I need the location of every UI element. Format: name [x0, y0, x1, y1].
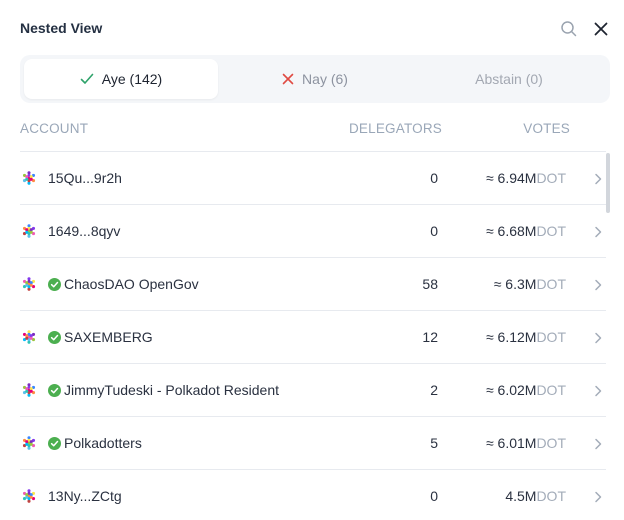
column-header-votes: VOTES [523, 121, 570, 136]
tab-aye-label: Aye (142) [101, 71, 163, 87]
votes-unit: DOT [536, 223, 566, 239]
votes-amount: ≈ 6.12MDOT [486, 329, 566, 345]
account-name: ChaosDAO OpenGov [64, 276, 199, 292]
tab-abstain[interactable]: Abstain (0) [412, 59, 606, 99]
votes-amount: ≈ 6.68MDOT [486, 223, 566, 239]
votes-value: ≈ 6.94M [485, 170, 537, 186]
chevron-right-icon[interactable] [594, 490, 602, 503]
close-icon[interactable] [592, 20, 610, 38]
delegators-count: 12 [422, 329, 438, 345]
verified-check-icon [48, 278, 61, 291]
tab-nay-label: Nay (6) [302, 71, 348, 87]
votes-value: ≈ 6.12M [485, 329, 537, 345]
votes-unit: DOT [536, 170, 566, 186]
chevron-right-icon[interactable] [594, 331, 602, 344]
votes-unit: DOT [536, 382, 566, 398]
votes-unit: DOT [536, 276, 566, 292]
tab-nay[interactable]: Nay (6) [218, 59, 412, 99]
account-name: Polkadotters [64, 435, 142, 451]
account-name: 1649...8qyv [48, 223, 121, 239]
search-icon[interactable] [560, 20, 578, 38]
identicon-avatar [20, 487, 38, 505]
delegators-count: 0 [430, 488, 438, 504]
account-name: JimmyTudeski - Polkadot Resident [64, 382, 280, 398]
panel-title: Nested View [20, 20, 103, 36]
votes-value: ≈ 6.02M [485, 382, 537, 398]
delegators-count: 2 [430, 382, 438, 398]
check-icon [80, 73, 94, 85]
table-row[interactable]: Polkadotters 5 ≈ 6.01MDOT [20, 417, 606, 470]
verified-check-icon [48, 331, 61, 344]
votes-amount: 4.5MDOT [505, 488, 566, 504]
votes-value: ≈ 6.68M [485, 223, 537, 239]
chevron-right-icon[interactable] [594, 172, 602, 185]
identicon-avatar [20, 434, 38, 452]
table-row[interactable]: 13Ny...ZCtg 0 4.5MDOT [20, 470, 606, 520]
column-header-delegators: DELEGATORS [348, 121, 442, 136]
chevron-right-icon[interactable] [594, 278, 602, 291]
table-row[interactable]: 15Qu...9r2h 0 ≈ 6.94MDOT [20, 152, 606, 205]
delegators-count: 5 [430, 435, 438, 451]
votes-unit: DOT [536, 329, 566, 345]
tab-aye[interactable]: Aye (142) [24, 59, 218, 99]
identicon-avatar [20, 169, 38, 187]
votes-amount: ≈ 6.01MDOT [486, 435, 566, 451]
identicon-avatar [20, 222, 38, 240]
account-name: 15Qu...9r2h [48, 170, 122, 186]
column-header-account: ACCOUNT [20, 121, 89, 136]
votes-unit: DOT [536, 488, 566, 504]
cross-icon [282, 73, 294, 85]
chevron-right-icon[interactable] [594, 384, 602, 397]
votes-value: 4.5M [505, 488, 537, 504]
account-name: 13Ny...ZCtg [48, 488, 122, 504]
delegators-count: 58 [422, 276, 438, 292]
chevron-right-icon[interactable] [594, 437, 602, 450]
scrollbar[interactable] [606, 153, 610, 213]
votes-value: ≈ 6.01M [485, 435, 537, 451]
votes-amount: ≈ 6.94MDOT [486, 170, 566, 186]
identicon-avatar [20, 328, 38, 346]
table-row[interactable]: JimmyTudeski - Polkadot Resident 2 ≈ 6.02M… [20, 364, 606, 417]
table-row[interactable]: 1649...8qyv 0 ≈ 6.68MDOT [20, 205, 606, 258]
identicon-avatar [20, 381, 38, 399]
table-row[interactable]: SAXEMBERG 12 ≈ 6.12MDOT [20, 311, 606, 364]
votes-unit: DOT [536, 435, 566, 451]
votes-amount: ≈ 6.3MDOT [494, 276, 566, 292]
verified-check-icon [48, 437, 61, 450]
table-row[interactable]: ChaosDAO OpenGov 58 ≈ 6.3MDOT [20, 258, 606, 311]
votes-amount: ≈ 6.02MDOT [486, 382, 566, 398]
delegators-count: 0 [430, 170, 438, 186]
delegators-count: 0 [430, 223, 438, 239]
votes-value: ≈ 6.3M [493, 276, 537, 292]
panel-header: Nested View [20, 0, 610, 58]
verified-check-icon [48, 384, 61, 397]
tab-abstain-label: Abstain (0) [475, 71, 543, 87]
header-divider [20, 151, 606, 152]
chevron-right-icon[interactable] [594, 225, 602, 238]
voter-list: 15Qu...9r2h 0 ≈ 6.94MDOT 1649...8qyv 0 ≈ 6.68… [20, 152, 606, 520]
vote-tabs: Aye (142) Nay (6) Abstain (0) [20, 55, 610, 103]
identicon-avatar [20, 275, 38, 293]
table-header: ACCOUNT DELEGATORS VOTES [20, 121, 610, 139]
account-name: SAXEMBERG [64, 329, 153, 345]
